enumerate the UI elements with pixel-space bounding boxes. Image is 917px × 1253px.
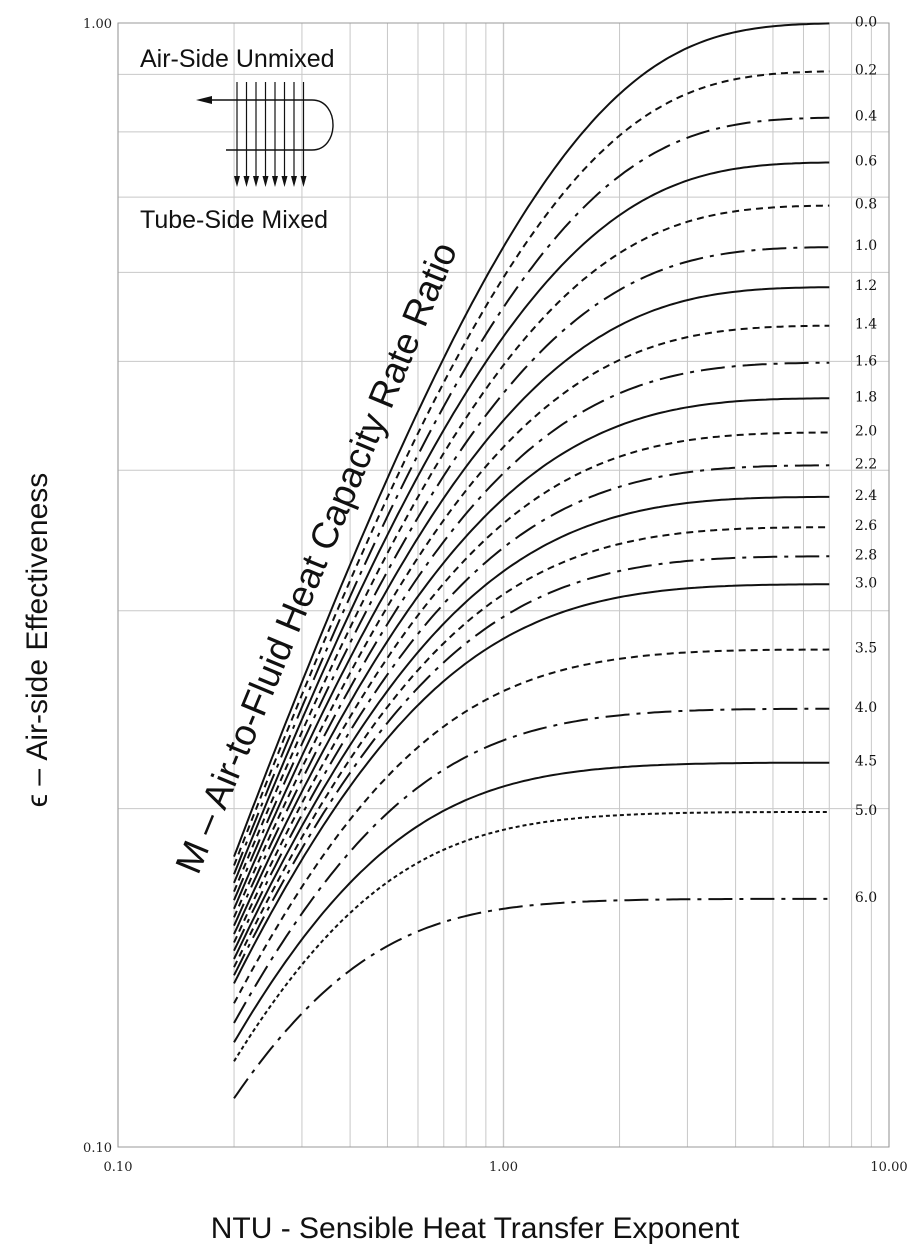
- series-line-m-6-0: [233, 897, 830, 1099]
- tick-labels: 0.10 1.00 10.00 0.10 1.00: [83, 17, 908, 1175]
- series-line-m-1-8: [233, 397, 830, 935]
- series-line-m-2-8: [233, 555, 830, 976]
- tube-bundle-schematic: [196, 82, 334, 187]
- series-line-m-1-2: [233, 286, 830, 910]
- series-line-m-0-0: [233, 22, 830, 857]
- series-line-m-2-0: [233, 431, 830, 943]
- y-axis-title: ϵ – Air-side Effectiveness: [21, 473, 54, 808]
- series-line-m-2-4: [233, 495, 830, 960]
- series-line-m-0-6: [233, 161, 830, 884]
- series-label: 0.6: [855, 153, 877, 169]
- return-bend: [311, 99, 334, 151]
- series-line-m-4-0: [233, 707, 830, 1024]
- air-flow-arrow-icon: [234, 176, 240, 187]
- series-label: 4.0: [855, 700, 877, 716]
- series-label: 0.2: [855, 62, 877, 78]
- series-label: 0.8: [855, 197, 877, 213]
- series-label: 2.4: [855, 488, 877, 504]
- series-line-m-2-6: [233, 526, 830, 968]
- legend-tube-side-label: Tube-Side Mixed: [140, 206, 328, 234]
- flow-arrangement-diagram: Air-Side Unmixed Tube-Side Mixed: [140, 45, 335, 234]
- series-line-m-3-5: [233, 648, 830, 1004]
- series-line-m-1-0: [233, 246, 830, 901]
- series-label: 0.4: [855, 109, 877, 125]
- y-tick-label: 1.00: [83, 17, 112, 32]
- air-flow-arrow-icon: [253, 176, 259, 187]
- air-flow-arrow-icon: [291, 176, 297, 187]
- series-label: 2.8: [855, 547, 877, 563]
- air-flow-arrow-icon: [281, 176, 288, 187]
- series-label: 2.0: [855, 423, 877, 439]
- air-flow-arrow-icon: [272, 176, 278, 187]
- x-tick-label: 0.10: [104, 1160, 133, 1175]
- series-label: 2.6: [855, 518, 877, 534]
- x-tick-label: 10.00: [870, 1160, 907, 1175]
- m-value-labels: 0.0 0.2 0.4 0.6 0.8 1.0 1.2 1.4 1.6 1.8 2.0 2.2 2.4 2…: [855, 14, 877, 905]
- series-label: 1.6: [855, 354, 877, 370]
- series-line-m-4-5: [233, 761, 830, 1043]
- x-tick-label: 1.00: [489, 1160, 518, 1175]
- plot-frame: [117, 22, 890, 1148]
- air-flow-arrow-icon: [262, 176, 269, 187]
- series-line-m-5-0: [233, 811, 830, 1062]
- series-label: 3.0: [855, 575, 877, 591]
- series-line-m-0-4: [233, 116, 830, 875]
- series-label: 3.5: [855, 641, 877, 657]
- series-line-m-0-8: [233, 204, 830, 892]
- series-label: 6.0: [855, 890, 877, 906]
- series-label: 5.0: [855, 803, 877, 819]
- series-label: 1.8: [855, 389, 877, 405]
- series-label: 2.2: [855, 456, 877, 472]
- series-label: 1.2: [855, 278, 877, 294]
- series-lines: [233, 22, 830, 1099]
- air-flow-arrow-icon: [300, 176, 307, 187]
- x-axis-title: NTU - Sensible Heat Transfer Exponent: [211, 1212, 740, 1245]
- series-label: 1.0: [855, 238, 877, 254]
- series-label: 1.4: [855, 317, 877, 333]
- legend-air-side-label: Air-Side Unmixed: [140, 45, 335, 73]
- series-line-m-0-2: [233, 70, 830, 866]
- series-line-m-3-0: [233, 583, 830, 984]
- series-label: 0.0: [855, 14, 877, 30]
- series-label: 4.5: [855, 754, 877, 770]
- air-flow-arrow-icon: [243, 176, 250, 187]
- series-line-m-2-2: [233, 464, 830, 952]
- series-line-m-1-4: [233, 324, 830, 918]
- series-line-m-1-6: [233, 361, 830, 927]
- y-tick-label: 0.10: [83, 1141, 112, 1156]
- fluid-outlet-arrow-icon: [196, 96, 212, 104]
